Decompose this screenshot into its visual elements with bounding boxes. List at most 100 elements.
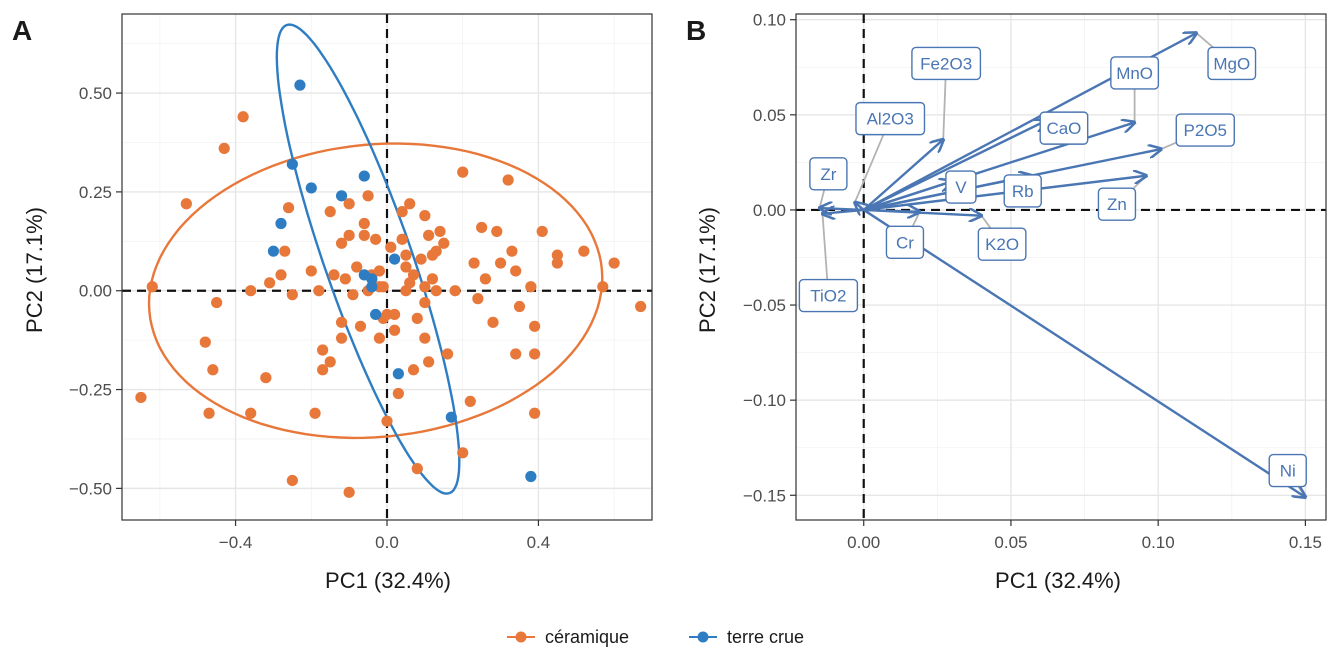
point-ceramique [430,245,442,257]
point-terre-crue [305,182,317,194]
point-ceramique [211,296,223,309]
point-terre-crue [525,470,537,483]
point-ceramique [502,174,514,186]
point-ceramique [411,463,423,475]
point-ceramique [419,296,431,309]
y-tick-label: −0.25 [69,381,112,400]
loading-label-tio2: TiO2 [810,287,846,306]
point-ceramique [529,320,541,332]
panel-a-y-axis-title: PC2 (17.1%) [22,207,47,333]
point-ceramique [407,269,420,281]
loading-label-mno: MnO [1116,64,1153,83]
point-ceramique [388,324,401,336]
point-ceramique [309,407,321,419]
point-ceramique [362,190,374,202]
point-ceramique [324,206,336,218]
point-ceramique [597,281,609,293]
loading-label-cao: CaO [1046,119,1081,138]
loading-label-p2o5: P2O5 [1184,121,1227,140]
point-ceramique [381,415,393,427]
point-ceramique [388,308,401,321]
point-ceramique [487,316,499,328]
point-ceramique [385,241,397,253]
point-terre-crue [366,281,378,293]
ellipse-ceramique [147,142,604,440]
panel-b-x-axis-title: PC1 (32.4%) [995,568,1121,593]
loading-label-al2o3: Al2O3 [867,110,914,129]
point-ceramique [464,395,476,408]
point-ceramique [608,257,620,269]
loading-label-box-fe2o3 [911,46,982,81]
point-ceramique [400,261,412,273]
loading-label-box-zr [809,157,848,191]
point-ceramique [430,285,442,297]
point-terre-crue [370,308,382,321]
loading-label-fe2o3: Fe2O3 [920,54,972,73]
point-ceramique [419,332,431,344]
point-ceramique [510,348,522,360]
loading-label-box-mno [1110,56,1160,90]
point-ceramique [396,233,408,245]
y-tick-label: 0.50 [79,84,112,103]
point-terre-crue [358,170,370,182]
point-ceramique [479,273,492,285]
point-ceramique [317,344,329,356]
panel-a-scatter: −0.4 0.0 0.4 −0.50 −0.25 0.00 0.25 0.50 [69,13,653,552]
point-terre-crue [286,158,298,170]
loading-arrow-al2o3 [855,202,864,210]
point-ceramique [578,245,590,257]
loading-label-rb: Rb [1012,182,1034,201]
panel-a-tag: A [12,15,32,46]
point-ceramique [373,265,386,277]
point-ceramique [358,217,370,230]
x-tick-label: 0.05 [994,533,1027,552]
point-ceramique [313,285,325,297]
point-terre-crue [275,217,287,230]
x-tick-label: 0.0 [375,533,399,552]
legend: céramique terre crue [507,627,804,647]
loading-label-box-cr [885,225,925,259]
point-ceramique [415,253,427,265]
point-ceramique [529,407,541,419]
point-ceramique [370,233,382,245]
loading-label-box-v [945,170,977,204]
point-terre-crue [294,79,306,91]
y-tick-label: 0.00 [79,282,112,301]
point-ceramique [457,166,469,178]
loading-label-v: V [955,178,967,197]
point-ceramique [245,285,257,297]
point-ceramique [245,407,257,419]
point-ceramique [551,257,563,269]
point-ceramique [203,407,215,419]
point-ceramique [354,320,367,332]
point-ceramique [426,273,439,285]
legend-ceramique-swatch [515,631,527,643]
point-ceramique [282,202,295,214]
point-ceramique [506,245,518,257]
loading-arrow-ni [863,208,1306,497]
point-ceramique [513,300,526,313]
loading-label-box-ni [1268,453,1307,488]
point-ceramique [423,356,435,368]
loading-label-box-tio2 [798,278,859,313]
point-ceramique [407,364,420,376]
point-ceramique [438,237,450,249]
plot-background [796,14,1326,520]
y-tick-label: −0.10 [743,391,786,410]
point-ceramique [218,142,230,155]
loading-label-zr: Zr [820,165,836,184]
panel-b-tag: B [686,15,706,46]
point-ceramique [335,316,348,328]
panel-b-y-axis-title: PC2 (17.1%) [695,207,720,333]
point-ceramique [180,198,192,210]
point-ceramique [324,356,336,368]
point-terre-crue [366,273,378,285]
point-ceramique [279,245,291,257]
x-tick-label: 0.10 [1142,533,1175,552]
loading-label-zn: Zn [1107,195,1127,214]
point-ceramique [476,221,488,234]
loading-label-box-rb [1003,174,1042,208]
x-tick-label: 0.4 [527,533,551,552]
point-ceramique [529,348,541,360]
point-ceramique [423,229,435,241]
